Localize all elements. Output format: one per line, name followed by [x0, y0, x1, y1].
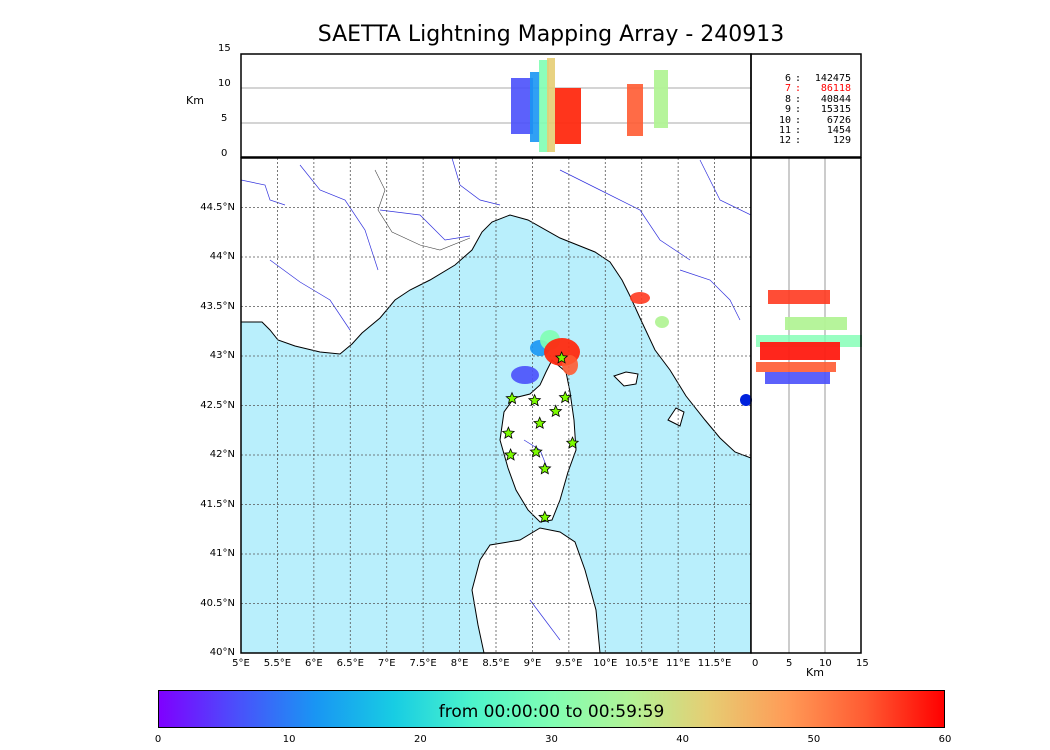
lon-tick: 9.5°E: [555, 658, 583, 669]
station-marker: [501, 426, 516, 439]
lon-tick: 10°E: [593, 658, 618, 669]
colorbar-tick: 10: [282, 734, 296, 745]
lon-tick: 6°E: [305, 658, 323, 669]
lat-tick: 43.5°N: [200, 300, 235, 312]
station-marker: [538, 510, 552, 524]
lon-tick: 11.5°E: [697, 658, 732, 669]
italy-coast: [667, 407, 685, 427]
lon-tick: 11°E: [666, 658, 691, 669]
colorbar-tick: 50: [807, 734, 821, 745]
time-colorbar: [158, 690, 945, 728]
colorbar-tick: 0: [154, 734, 162, 745]
lon-tick: 7.5°E: [409, 658, 437, 669]
station-marker: [527, 393, 542, 407]
plan-view-map: [241, 158, 751, 653]
lat-tick: 42.5°N: [200, 399, 235, 411]
altitude-lon-panel: [240, 53, 752, 158]
lat-tick: 41°N: [209, 548, 235, 559]
count-row: 11:1454: [778, 125, 851, 137]
side-tick: 10: [819, 658, 832, 669]
count-row: 6:142475: [784, 73, 851, 84]
colorbar-label: from 00:00:00 to 00:59:59: [438, 702, 665, 722]
altitude-lat-panel: [740, 157, 862, 654]
side-axis-label: Km: [806, 666, 824, 679]
side-tick: 15: [856, 658, 869, 669]
side-tick: 0: [752, 658, 759, 669]
lon-tick: 7°E: [377, 658, 396, 669]
lon-tick: 5.5°E: [263, 658, 292, 669]
station-marker: [505, 391, 519, 405]
station-marker: [548, 404, 563, 418]
lat-tick: 40.5°N: [200, 597, 235, 609]
map-title: SAETTA Lightning Mapping Array - 240913: [317, 22, 785, 47]
station-count-table: 6:142475 7:86118 8:40844 9:15315 10:6726 11:1…: [756, 73, 860, 147]
lon-tick: 5°E: [232, 658, 250, 669]
colorbar-tick: 20: [413, 734, 427, 745]
counts-frame: [750, 53, 862, 158]
lat-tick: 43°N: [209, 350, 235, 361]
lon-tick: 6.5°E: [336, 658, 364, 669]
alt-tick: 10: [218, 78, 231, 89]
borders: [374, 169, 471, 251]
station-marker: [558, 390, 572, 404]
station-marker: [565, 436, 580, 449]
side-tick: 5: [786, 658, 793, 669]
station-marker: [554, 350, 569, 364]
elba-island: [613, 371, 639, 387]
colorbar-tick: 30: [545, 734, 558, 745]
lat-tick: 44.5°N: [200, 201, 235, 213]
count-row: 7:86118: [784, 83, 851, 95]
station-marker: [529, 444, 543, 458]
station-marker: [538, 461, 552, 475]
alt-tick: 0: [221, 148, 228, 159]
lon-tick: 8°E: [450, 658, 469, 669]
altitude-axis-label: Km: [186, 94, 204, 107]
station-marker: [533, 416, 547, 430]
lat-tick: 40°N: [209, 647, 235, 658]
lon-tick: 10.5°E: [624, 658, 659, 669]
count-row: 12:129: [778, 135, 851, 147]
alt-tick: 15: [218, 43, 231, 54]
count-row: 8:40844: [784, 93, 851, 105]
colorbar-tick: 40: [676, 734, 690, 745]
lat-altitude-sources: [740, 290, 862, 406]
lon-tick: 9°E: [523, 658, 542, 669]
corsica-island: [499, 359, 577, 523]
map-grid: [241, 158, 751, 653]
lma-stations: [501, 350, 580, 524]
altitude-sources: [511, 58, 668, 152]
lat-tick: 42°N: [209, 449, 235, 460]
station-marker: [503, 447, 518, 461]
count-row: 9:15315: [784, 104, 851, 116]
lat-tick: 41.5°N: [200, 498, 235, 510]
lon-tick: 8.5°E: [482, 658, 510, 669]
colorbar-tick: 60: [938, 734, 952, 745]
alt-tick: 5: [221, 113, 228, 124]
count-row: 10:6726: [778, 114, 851, 126]
lat-tick: 44°N: [209, 251, 235, 262]
